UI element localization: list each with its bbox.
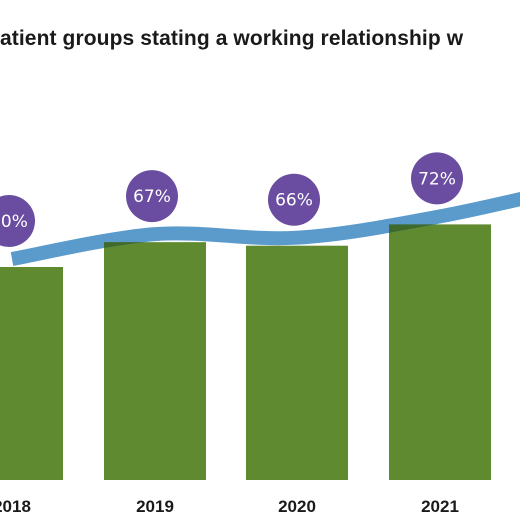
data-label-2020: 66% [275,191,313,211]
bar-2021 [389,224,491,480]
bar-2019 [104,242,206,480]
chart-title: atient groups stating a working relation… [0,27,464,50]
data-label-circle-2021 [411,152,463,205]
data-label-circle-2020 [268,173,320,226]
trend-line [10,192,520,266]
data-label-circle-2018 [0,195,35,247]
x-tick-2020: 2020 [278,497,316,516]
bar-2020 [246,245,348,480]
x-tick-2021: 2021 [421,497,459,516]
data-label-2019: 67% [133,187,171,207]
x-tick-2019: 2019 [136,497,174,516]
x-tick-2018: 2018 [0,497,31,516]
data-label-2021: 72% [418,169,456,189]
data-label-circle-2019 [126,170,178,223]
bar-2018 [0,267,63,480]
data-label-2018: 60% [0,212,28,232]
